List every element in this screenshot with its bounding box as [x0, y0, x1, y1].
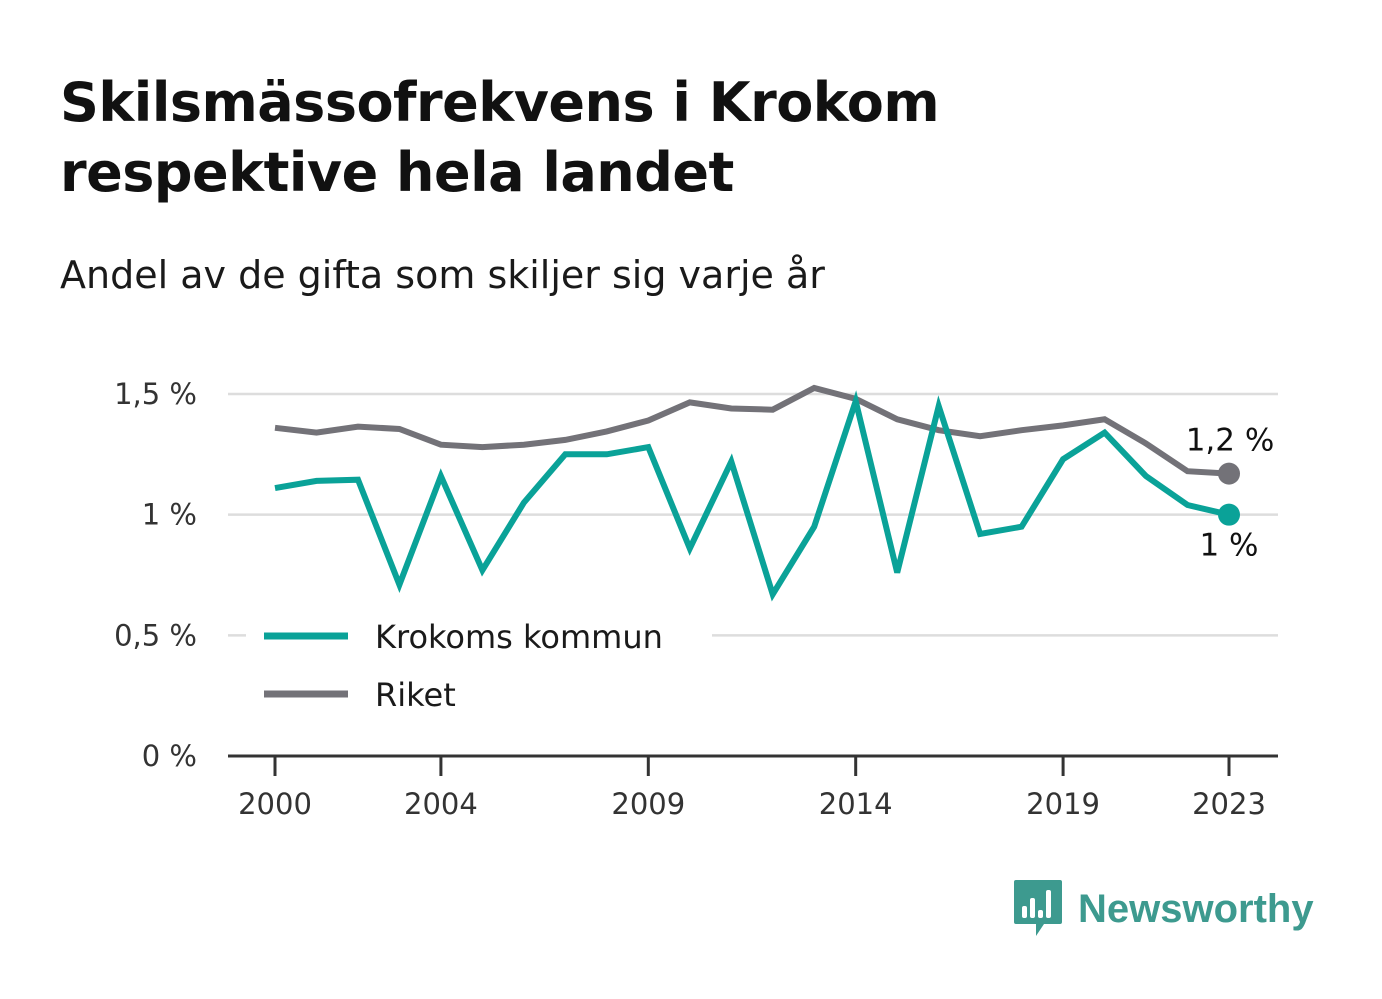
y-tick-label: 1,5 %: [114, 377, 197, 411]
brand-name: Newsworthy: [1078, 886, 1314, 931]
y-tick-label: 1 %: [142, 498, 197, 532]
newsworthy-logo-icon: [1014, 880, 1062, 936]
chart-subtitle: Andel av de gifta som skiljer sig varje …: [60, 253, 825, 297]
end-label-riket: 1,2 %: [1186, 423, 1275, 459]
end-label-krokom: 1 %: [1199, 528, 1258, 564]
x-tick-label: 2009: [611, 787, 685, 821]
legend-label-krokom: Krokoms kommun: [375, 618, 663, 656]
end-point-riket: [1218, 462, 1240, 485]
y-tick-label: 0,5 %: [114, 618, 197, 652]
legend-background: [246, 605, 712, 723]
x-tick-label: 2023: [1192, 787, 1266, 821]
end-labels: 1,2 % 1 %: [1186, 423, 1275, 564]
end-point-krokom: [1218, 503, 1240, 526]
y-tick-label: 0 %: [142, 739, 197, 773]
series-lines: [274, 384, 1240, 602]
legend: Krokoms kommun Riket: [246, 605, 712, 723]
x-tick-label: 2004: [404, 787, 478, 821]
x-tick-label: 2014: [819, 787, 893, 821]
legend-label-riket: Riket: [375, 676, 456, 714]
series-line-riket: [274, 384, 1230, 477]
x-tick-label: 2000: [238, 787, 312, 821]
series-line-krokom: [274, 390, 1230, 602]
x-axis: 2000 2004 2009 2014 2019 2023: [228, 754, 1278, 821]
x-tick-label: 2019: [1026, 787, 1100, 821]
brand-logo: Newsworthy: [1012, 878, 1314, 940]
chart-title: Skilsmässofrekvens i Krokom respektive h…: [60, 71, 940, 204]
y-axis: 0 % 0,5 % 1 % 1,5 %: [114, 377, 197, 773]
